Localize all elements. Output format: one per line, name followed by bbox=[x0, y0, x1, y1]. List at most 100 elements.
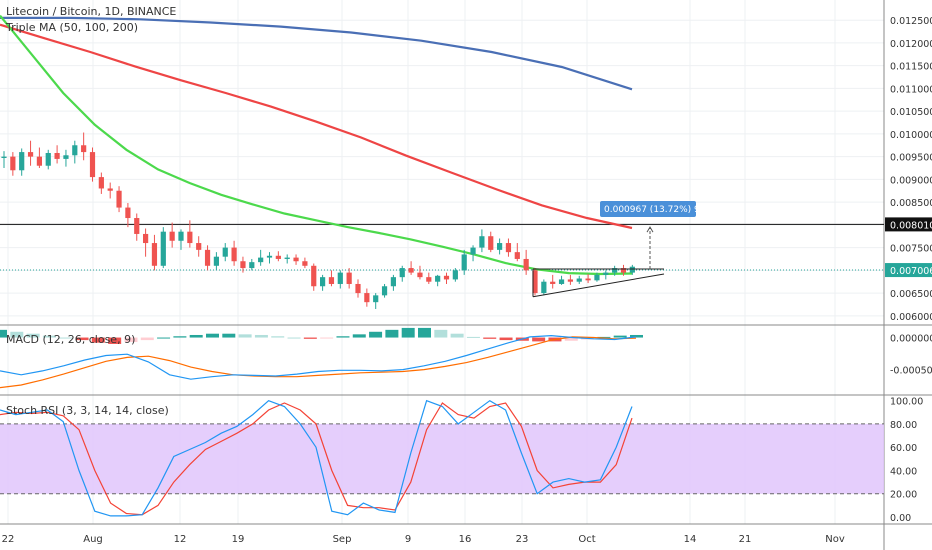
candle-body bbox=[45, 152, 51, 166]
candle-body bbox=[204, 249, 211, 266]
stoch-tick-label: 80.00 bbox=[890, 420, 917, 431]
candle-body bbox=[27, 152, 34, 157]
stoch-indicator-label[interactable]: Stoch RSI (3, 3, 14, 14, close) bbox=[6, 404, 169, 417]
macd-histogram-bar bbox=[450, 333, 464, 338]
time-tick-label: Aug bbox=[83, 534, 103, 545]
macd-histogram-bar bbox=[222, 333, 236, 338]
candle-body bbox=[603, 272, 609, 275]
macd-histogram-bar bbox=[385, 329, 399, 338]
candle-body bbox=[558, 279, 565, 284]
candle-body bbox=[576, 278, 582, 282]
macd-histogram-bar bbox=[254, 334, 268, 338]
candle-body bbox=[10, 156, 16, 171]
last-price-label: 0.007006 bbox=[890, 266, 932, 277]
macd-histogram-bar bbox=[499, 337, 513, 341]
price-tick-label: 0.012500 bbox=[890, 16, 932, 27]
candle-body bbox=[629, 266, 635, 273]
macd-histogram-bar bbox=[10, 331, 24, 338]
macd-histogram-bar bbox=[466, 336, 480, 338]
macd-histogram-bar bbox=[369, 331, 383, 338]
stoch-k-line bbox=[0, 399, 633, 517]
price-tick-label: 0.011000 bbox=[890, 84, 932, 95]
symbol-title[interactable]: Litecoin / Bitcoin, 1D, BINANCE bbox=[6, 5, 176, 18]
candle-body bbox=[178, 231, 184, 241]
macd-indicator-label[interactable]: MACD (12, 26, close, 9) bbox=[6, 333, 135, 346]
price-tick-label: 0.009000 bbox=[890, 175, 932, 186]
macd-pane[interactable] bbox=[0, 327, 643, 389]
candle-body bbox=[470, 247, 476, 255]
price-pane[interactable]: 0.000967 (13.72%) 967 bbox=[0, 14, 884, 309]
ma200-line bbox=[0, 16, 633, 91]
candle-body bbox=[320, 277, 326, 287]
time-axis[interactable]: 22 Aug 12 19 Sep 9 16 23 Oct 14 21 Nov bbox=[2, 534, 845, 545]
stoch-rsi-pane[interactable] bbox=[0, 399, 884, 517]
stoch-d-line bbox=[0, 402, 633, 516]
macd-histogram-bar bbox=[0, 329, 7, 338]
price-tick-label: 0.010500 bbox=[890, 107, 932, 118]
measure-label-box bbox=[600, 201, 696, 217]
candle-body bbox=[612, 268, 618, 273]
candle-body bbox=[390, 277, 396, 287]
price-tick-label: 0.009500 bbox=[890, 153, 932, 164]
candle-body bbox=[443, 275, 450, 280]
resistance-tag bbox=[885, 217, 932, 232]
candle-body bbox=[594, 274, 600, 281]
candle-body bbox=[63, 155, 69, 159]
stoch-tick-label: 20.00 bbox=[890, 490, 917, 501]
candle-body bbox=[399, 268, 405, 278]
time-tick-label: 14 bbox=[684, 534, 697, 545]
stoch-tick-label: 100.00 bbox=[890, 397, 923, 408]
candle-body bbox=[293, 257, 299, 262]
measure-arrow bbox=[646, 226, 654, 233]
candle-body bbox=[497, 243, 503, 250]
candle-body bbox=[275, 255, 281, 259]
candle-body bbox=[514, 252, 520, 259]
price-tick-label: 0.006500 bbox=[890, 289, 932, 300]
macd-histogram-bar bbox=[287, 337, 301, 339]
candle-body bbox=[160, 231, 166, 266]
macd-histogram-bar bbox=[26, 333, 40, 338]
price-axis[interactable]: 0.012500 0.012000 0.011500 0.011000 0.010500… bbox=[885, 16, 932, 524]
candle-body bbox=[36, 156, 42, 166]
macd-histogram-bar bbox=[42, 335, 56, 338]
macd-histogram-bar bbox=[91, 337, 105, 343]
candle-body bbox=[19, 152, 25, 171]
ma-indicator-label[interactable]: Triple MA (50, 100, 200) bbox=[5, 21, 138, 34]
candle-body bbox=[54, 152, 60, 159]
price-tick-label: 0.008500 bbox=[890, 198, 932, 209]
candle-body bbox=[488, 236, 494, 250]
candle-body bbox=[1, 156, 7, 158]
resistance-price-label: 0.008010 bbox=[890, 220, 932, 231]
last-price-tag bbox=[885, 263, 932, 278]
candle-body bbox=[213, 256, 219, 266]
macd-histogram-bar bbox=[597, 336, 611, 338]
candle-body bbox=[532, 270, 538, 294]
macd-histogram-bar bbox=[108, 337, 122, 344]
time-tick-label: 23 bbox=[516, 534, 529, 545]
candle-body bbox=[373, 295, 379, 303]
macd-histogram-bar bbox=[303, 337, 317, 339]
candle-body bbox=[328, 277, 335, 284]
candle-body bbox=[567, 279, 573, 282]
candle-body bbox=[435, 275, 441, 282]
macd-histogram-bar bbox=[189, 334, 203, 338]
triangle-lower-line bbox=[532, 273, 665, 298]
candle-body bbox=[72, 145, 78, 156]
time-tick-label: 21 bbox=[739, 534, 752, 545]
candle-body bbox=[408, 268, 414, 273]
time-tick-label: 22 bbox=[2, 534, 15, 545]
macd-tick-label: -0.000500 bbox=[890, 366, 932, 377]
macd-histogram-bar bbox=[564, 337, 578, 341]
candle-body bbox=[222, 247, 228, 257]
macd-histogram-bar bbox=[401, 327, 415, 338]
candle-body bbox=[231, 247, 237, 262]
candle-body bbox=[187, 231, 193, 244]
candle-body bbox=[311, 265, 317, 287]
stoch-tick-label: 0.00 bbox=[890, 513, 911, 524]
candle-body bbox=[355, 283, 361, 294]
candle-body bbox=[620, 268, 627, 273]
price-tick-label: 0.006000 bbox=[890, 312, 932, 323]
candle-body bbox=[151, 243, 158, 266]
